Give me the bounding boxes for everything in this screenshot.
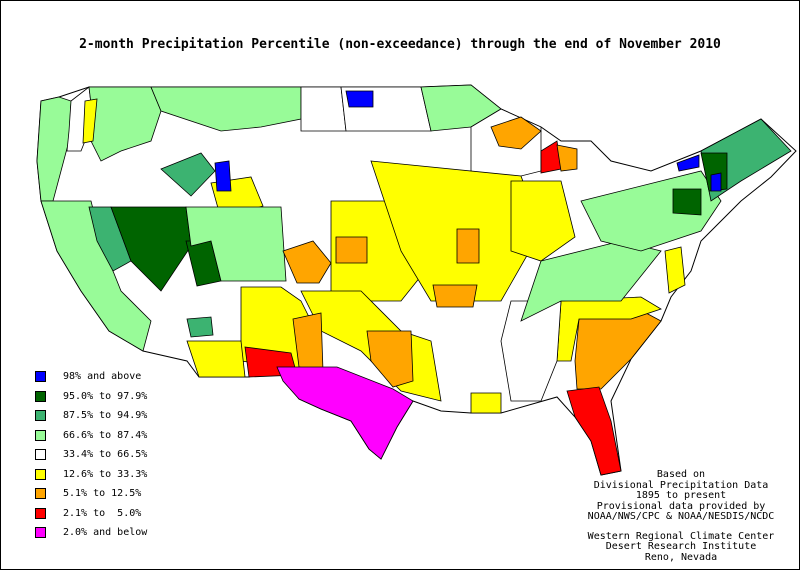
region-idaho-panhandle-band (82, 98, 98, 144)
legend-label: 95.0% to 97.9% (63, 390, 148, 402)
region-arizona-south-yellow (186, 340, 246, 378)
region-oklahoma-texas-orange (366, 330, 414, 388)
region-midwest-yellow (370, 160, 542, 302)
legend-label: 98% and above (63, 371, 142, 382)
legend-label: 2.1% to 5.0% (63, 507, 142, 519)
region-nevada-utah-dark (110, 206, 192, 292)
region-texas-magenta (276, 366, 414, 460)
legend-label: 12.6% to 33.3% (63, 468, 148, 480)
region-nd-northeast-blue (345, 90, 374, 108)
region-pacific-northwest-coast (36, 96, 72, 202)
legend-swatch (35, 410, 46, 421)
legend-swatch (35, 488, 46, 499)
credit-line: Reno, Nevada (644, 551, 718, 563)
legend-swatch (35, 390, 46, 402)
legend-swatch (35, 507, 46, 519)
legend-label: 33.4% to 66.5% (63, 449, 148, 460)
region-louisiana-yellow (470, 392, 502, 414)
credit-line: Western Regional Climate Center (587, 530, 775, 542)
region-michigan-orange (556, 144, 578, 172)
credit-line: NOAA/NWS/CPC & NOAA/NESDIS/NCDC (587, 511, 775, 522)
credit-line: Provisional data provided by (596, 500, 766, 512)
credit-line: 1895 to present (635, 490, 727, 501)
legend-swatch (35, 468, 46, 480)
region-arkansas-orange (432, 284, 478, 308)
legend-label: 5.1% to 12.5% (63, 488, 142, 499)
region-nh-blue (710, 172, 722, 192)
region-idaho-blue (214, 160, 232, 192)
legend-swatch (35, 527, 46, 538)
region-delmarva-yellow (664, 246, 686, 294)
legend-swatch (35, 429, 46, 441)
region-new-york-dark (672, 188, 702, 216)
map-title: 2-month Precipitation Percentile (non-ex… (79, 37, 721, 52)
region-illinois-orange (456, 228, 480, 264)
region-colorado-orange (282, 240, 332, 284)
region-upper-michigan (490, 116, 542, 150)
credits: Based on Divisional Precipitation Data 189… (576, 469, 786, 564)
region-arizona-green (186, 316, 214, 338)
climate-division-regions (36, 84, 792, 476)
region-vermont-blue (676, 154, 700, 172)
region-utah-colorado-light (185, 206, 287, 282)
credit-line: Divisional Precipitation Data (593, 479, 769, 491)
legend-label: 87.5% to 94.9% (63, 410, 148, 421)
data-source-credit: Based on Divisional Precipitation Data 189… (576, 469, 786, 523)
region-montana-south-green (160, 152, 216, 197)
region-georgia-yellow (556, 296, 662, 362)
region-kansas-orange (335, 236, 368, 264)
region-ohio-yellow (510, 180, 576, 262)
region-florida-red (566, 386, 622, 476)
legend-swatch (35, 449, 46, 460)
region-nevada-west-green (88, 206, 132, 272)
credit-line: Based on (656, 469, 706, 480)
institution-credit: Western Regional Climate Center Desert Re… (576, 530, 786, 564)
legend-label: 66.6% to 87.4% (63, 429, 148, 441)
legend-swatch (35, 371, 46, 382)
credit-line: Desert Research Institute (605, 541, 757, 552)
legend-label: 2.0% and below (63, 527, 148, 538)
region-montana-east (300, 86, 347, 132)
